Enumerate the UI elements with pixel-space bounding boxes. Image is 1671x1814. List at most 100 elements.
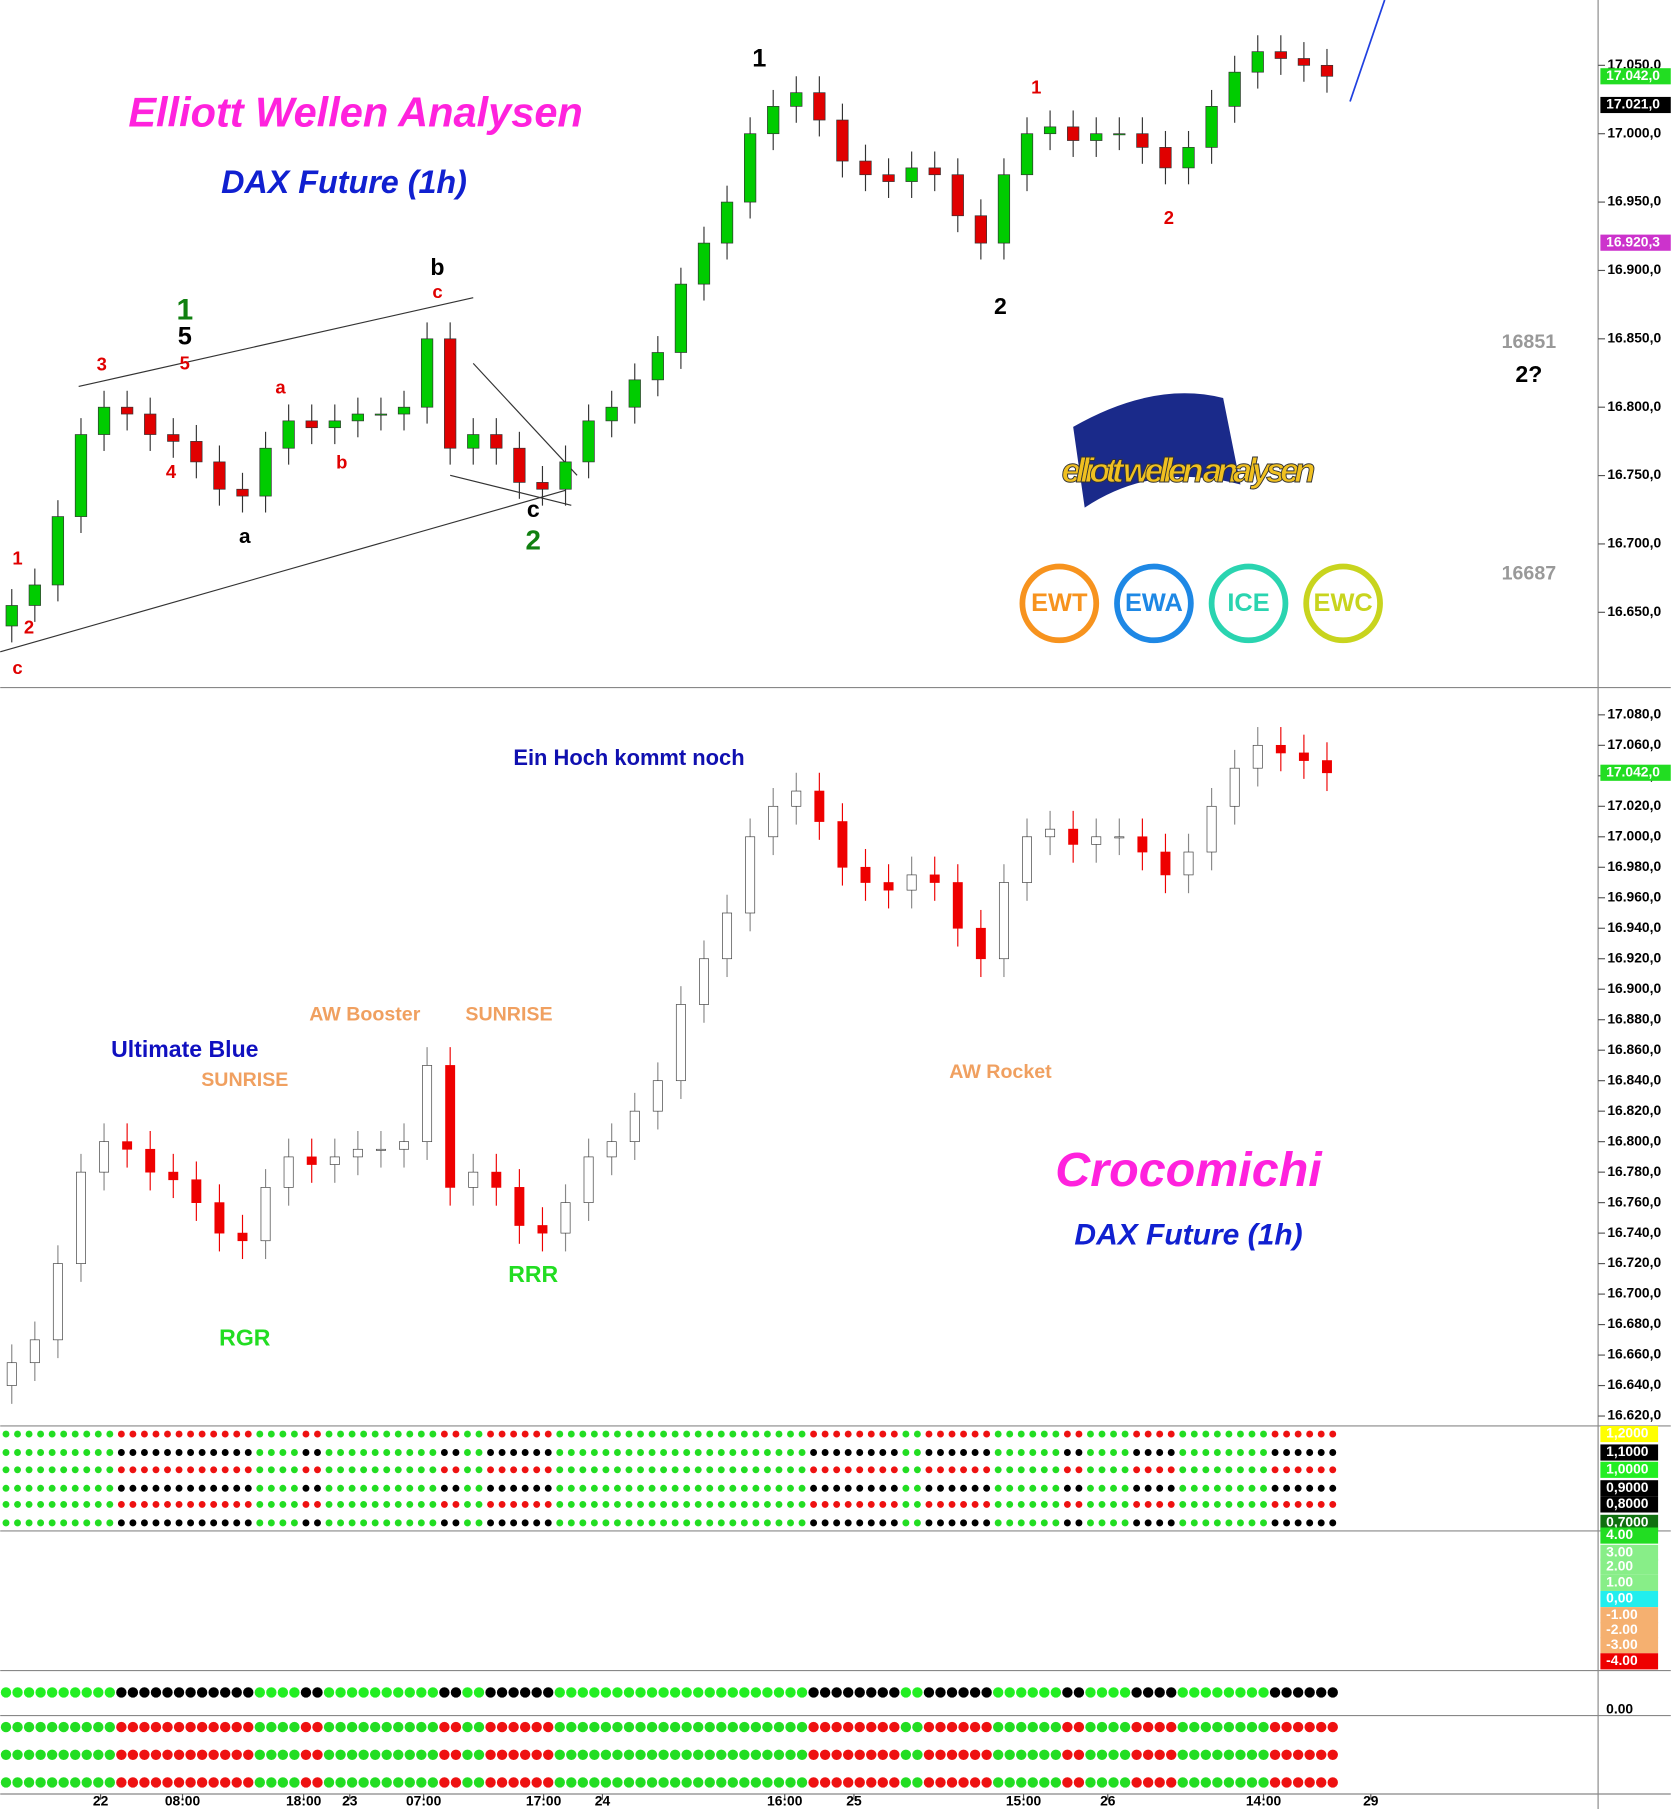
signal-dot — [648, 1430, 656, 1438]
signal-dot — [1179, 1449, 1187, 1456]
signal-dot — [1144, 1519, 1152, 1527]
signal-dot — [1260, 1430, 1267, 1438]
signal-dot — [231, 1687, 242, 1698]
signal-dot — [556, 1430, 564, 1438]
signal-dot — [717, 1430, 725, 1438]
signal-dot — [544, 1466, 552, 1474]
signal-dot — [879, 1449, 887, 1456]
signal-dot — [693, 1777, 704, 1788]
signal-dot — [1142, 1777, 1154, 1788]
signal-dot — [267, 1484, 275, 1492]
signal-dot — [796, 1687, 808, 1698]
candle-body — [236, 488, 249, 497]
signal-dot — [70, 1777, 81, 1788]
signal-dot — [1029, 1484, 1037, 1492]
signal-dot — [12, 1687, 23, 1698]
signal-dot — [117, 1484, 125, 1492]
signal-dot — [946, 1777, 958, 1788]
signal-dot — [508, 1721, 519, 1733]
signal-dot — [0, 1749, 12, 1760]
y-tick-label: 16.900,0 — [1607, 261, 1661, 277]
candle-body — [1068, 828, 1079, 845]
signal-dot — [1027, 1721, 1038, 1733]
signal-dot — [35, 1749, 46, 1760]
signal-dot — [658, 1687, 669, 1698]
signal-dot — [337, 1519, 345, 1527]
signal-dot — [821, 1484, 829, 1492]
candle-body — [29, 1339, 40, 1364]
signal-dot — [706, 1484, 714, 1492]
signal-dot — [729, 1449, 737, 1456]
signal-dot — [969, 1721, 981, 1733]
signal-dot — [750, 1777, 762, 1788]
signal-dot — [1200, 1749, 1212, 1760]
signal-dot — [1223, 1721, 1235, 1733]
candle-body — [559, 461, 572, 490]
candle-body — [1160, 851, 1171, 876]
signal-dot — [393, 1687, 404, 1698]
signal-dot — [1017, 1519, 1025, 1527]
signal-dot — [1006, 1519, 1014, 1527]
signal-dot — [1213, 1430, 1221, 1438]
signal-dot — [671, 1519, 679, 1527]
signal-dot — [854, 1749, 865, 1760]
signal-dot — [1154, 1749, 1165, 1760]
candle-body — [1137, 836, 1148, 853]
signal-dot — [473, 1777, 485, 1788]
signal-dot — [290, 1430, 298, 1438]
annotation: SUNRISE — [201, 1069, 288, 1091]
signal-dot — [983, 1519, 991, 1527]
signal-dot — [1121, 1449, 1129, 1456]
signal-dot — [1294, 1466, 1302, 1474]
signal-dot — [948, 1500, 956, 1508]
annotation: 1 — [12, 547, 22, 568]
signal-dot — [1040, 1500, 1048, 1508]
signal-dot — [971, 1484, 979, 1492]
signal-dot — [452, 1430, 460, 1438]
signal-dot — [23, 1777, 35, 1788]
signal-dot — [14, 1430, 21, 1438]
signal-dot — [71, 1430, 79, 1438]
signal-dot — [25, 1430, 33, 1438]
signal-dot — [94, 1519, 102, 1527]
signal-dot — [798, 1519, 806, 1527]
signal-dot — [1085, 1749, 1096, 1760]
signal-dot — [613, 1484, 621, 1492]
signal-dot — [256, 1519, 264, 1527]
signal-dot — [1087, 1466, 1094, 1474]
signal-dot — [1063, 1449, 1071, 1456]
signal-dot — [452, 1500, 460, 1508]
y-tick-label: 16.750,0 — [1607, 466, 1661, 482]
indicator-label: -1.00 — [1606, 1606, 1638, 1622]
logo-badge — [1208, 563, 1289, 644]
signal-dot — [510, 1449, 518, 1456]
indicator-label: 0,7000 — [1606, 1514, 1649, 1530]
annotation: 2? — [1515, 361, 1542, 387]
candle-body — [74, 434, 88, 517]
signal-dot — [37, 1466, 45, 1474]
signal-dot — [787, 1484, 794, 1492]
signal-dot — [81, 1721, 92, 1733]
signal-dot — [1073, 1721, 1085, 1733]
signal-dot — [300, 1777, 312, 1788]
signal-dot — [1087, 1430, 1094, 1438]
signal-dot — [1316, 1687, 1327, 1698]
signal-dot — [879, 1519, 887, 1527]
signal-dot — [81, 1687, 92, 1698]
signal-dot — [1189, 1687, 1200, 1698]
signal-dot — [221, 1519, 229, 1527]
signal-dot — [1096, 1749, 1108, 1760]
signal-dot — [208, 1777, 219, 1788]
signal-dot — [1304, 1721, 1315, 1733]
signal-dot — [187, 1466, 195, 1474]
signal-dot — [1225, 1466, 1233, 1474]
signal-dot — [556, 1449, 564, 1456]
signal-dot — [58, 1721, 69, 1733]
signal-dot — [867, 1500, 875, 1508]
signal-dot — [1166, 1687, 1177, 1698]
signal-dot — [889, 1777, 900, 1788]
y-tick-label: 16.720,0 — [1607, 1254, 1661, 1270]
signal-dot — [498, 1430, 506, 1438]
y-tick-label: 16.860,0 — [1607, 1041, 1661, 1057]
signal-dot — [1236, 1466, 1244, 1474]
